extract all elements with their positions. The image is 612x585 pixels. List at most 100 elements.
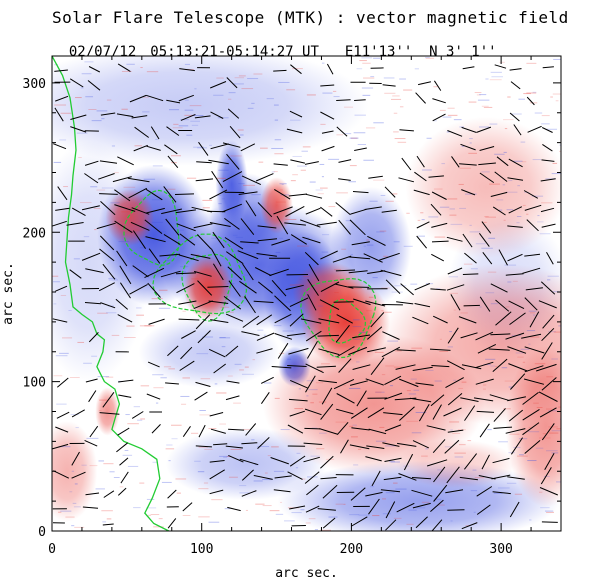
field-vector	[132, 230, 147, 249]
field-vector	[540, 207, 555, 213]
field-vector	[288, 398, 308, 402]
field-vector	[164, 144, 178, 155]
field-vector	[416, 155, 425, 168]
field-vector	[167, 155, 179, 169]
positive-polarity-region-plage-lower-middle	[395, 439, 517, 488]
noise-streak	[173, 123, 179, 125]
field-vector	[130, 221, 150, 231]
noise-streak	[143, 178, 156, 180]
noise-streak	[191, 278, 199, 280]
noise-streak	[202, 207, 210, 209]
noise-streak	[221, 198, 225, 200]
noise-streak	[209, 288, 218, 290]
field-vector	[208, 159, 229, 165]
field-vector	[210, 143, 229, 150]
noise-streak	[139, 482, 145, 484]
field-vector	[478, 162, 496, 166]
field-vector	[103, 490, 115, 498]
field-vector	[488, 348, 510, 351]
field-vector	[213, 443, 228, 446]
field-vector	[370, 357, 385, 376]
field-vector	[320, 206, 333, 217]
noise-streak	[556, 481, 561, 483]
field-vector	[99, 160, 118, 164]
field-vector	[338, 178, 351, 181]
noise-streak	[190, 120, 200, 122]
field-vector	[242, 315, 260, 328]
noise-streak	[253, 73, 263, 75]
noise-streak	[297, 245, 309, 247]
noise-streak	[275, 269, 280, 271]
field-vector	[197, 280, 213, 296]
noise-streak	[512, 280, 518, 282]
field-vector	[85, 268, 104, 274]
noise-streak	[344, 106, 354, 108]
field-vector	[430, 394, 445, 407]
field-vector	[56, 411, 70, 419]
noise-streak	[508, 180, 513, 182]
field-vector	[100, 201, 116, 216]
field-vector	[430, 499, 444, 512]
noise-streak	[477, 99, 490, 101]
field-vector	[538, 300, 557, 309]
noise-streak	[469, 224, 472, 226]
field-vector	[367, 235, 386, 246]
noise-streak	[449, 292, 458, 294]
field-vector	[383, 476, 402, 481]
field-vector	[400, 283, 414, 296]
noise-streak	[114, 172, 119, 174]
noise-streak	[273, 470, 285, 472]
noise-streak	[175, 478, 187, 480]
noise-streak	[417, 219, 421, 221]
noise-streak	[153, 526, 164, 528]
noise-streak	[381, 374, 386, 376]
noise-streak	[184, 266, 187, 268]
noise-streak	[198, 488, 209, 490]
field-vector	[332, 255, 352, 263]
noise-streak	[534, 363, 546, 365]
noise-streak	[234, 363, 242, 365]
noise-streak	[375, 440, 387, 442]
field-vector	[385, 279, 401, 294]
field-vector	[176, 223, 196, 232]
noise-streak	[232, 234, 238, 236]
noise-streak	[465, 525, 471, 527]
noise-streak	[458, 183, 464, 185]
noise-streak	[343, 385, 347, 387]
field-vector	[151, 424, 161, 434]
noise-streak	[72, 502, 77, 504]
field-vector	[285, 284, 304, 291]
field-vector	[198, 424, 206, 438]
noise-streak	[479, 126, 490, 128]
field-vector	[321, 145, 335, 152]
noise-streak	[348, 181, 356, 183]
noise-streak	[428, 216, 439, 218]
field-vector	[365, 456, 382, 462]
field-vector	[209, 460, 225, 463]
noise-streak	[208, 521, 220, 523]
noise-streak	[133, 406, 141, 408]
field-vector	[403, 453, 414, 471]
field-vector	[398, 473, 417, 481]
noise-streak	[335, 421, 348, 423]
field-vector	[211, 170, 224, 189]
noise-streak	[526, 62, 537, 64]
field-vector	[368, 175, 383, 179]
field-vector	[226, 77, 238, 89]
field-vector	[464, 252, 477, 264]
noise-streak	[320, 363, 330, 365]
noise-streak	[230, 155, 242, 157]
noise-streak	[421, 455, 428, 457]
field-vector	[385, 501, 396, 519]
noise-streak	[548, 331, 556, 333]
noise-streak	[403, 245, 413, 247]
field-vector	[462, 233, 473, 248]
field-vector	[450, 294, 461, 311]
field-vector	[351, 427, 370, 431]
field-vector	[85, 492, 100, 496]
field-vector	[526, 96, 535, 106]
noise-streak	[334, 269, 342, 271]
noise-streak	[273, 171, 278, 173]
noise-streak	[352, 326, 362, 328]
noise-streak	[269, 510, 280, 512]
